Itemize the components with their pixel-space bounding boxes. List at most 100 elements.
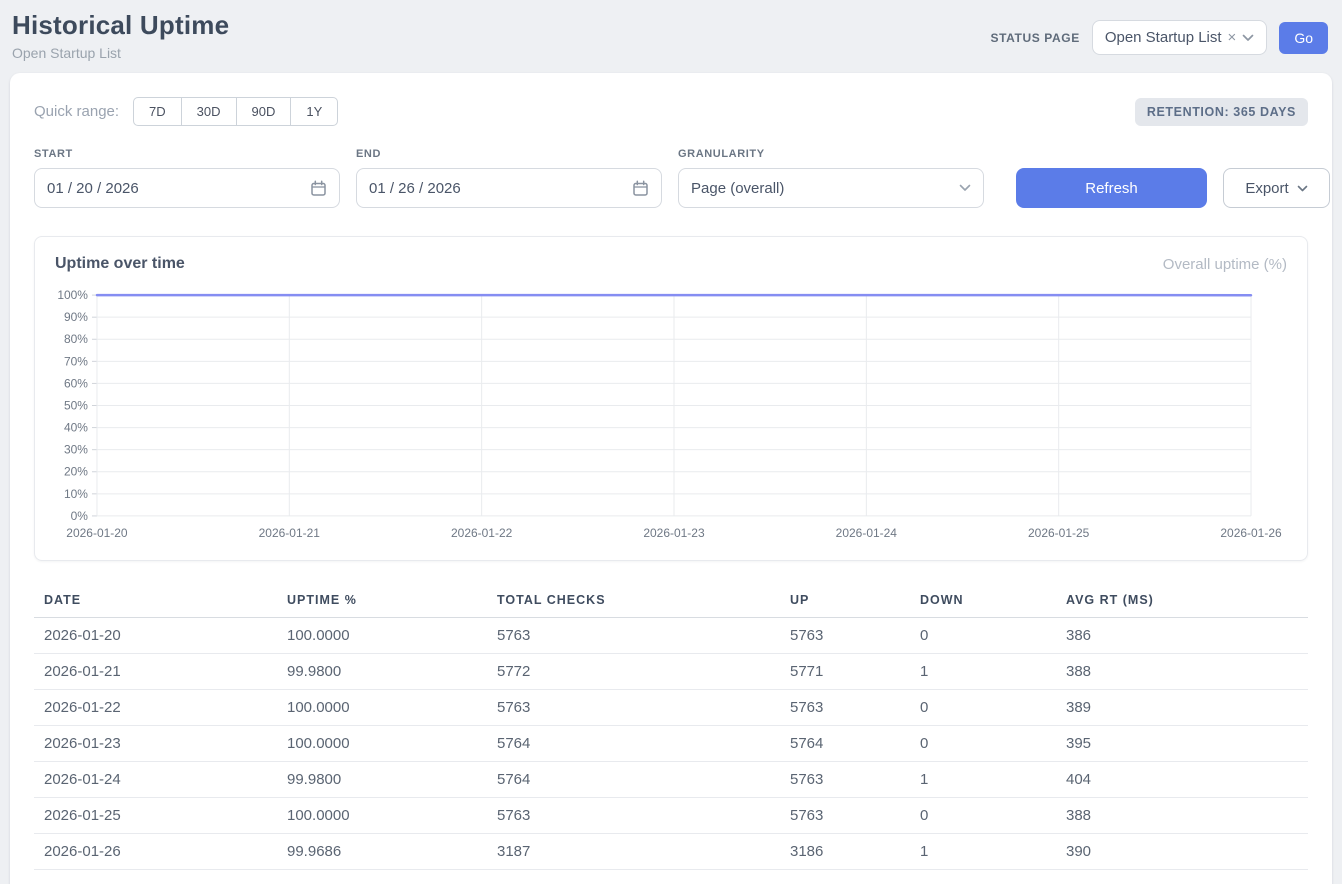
page-title: Historical Uptime [12, 10, 230, 40]
retention-badge: RETENTION: 365 DAYS [1134, 97, 1308, 126]
table-row: 2026-01-22 100.0000 5763 5763 0 389 [34, 689, 1308, 726]
table-row: 2026-01-24 99.9800 5764 5763 1 404 [34, 761, 1308, 798]
table-row: 2026-01-23 100.0000 5764 5764 0 395 [34, 725, 1308, 762]
granularity-field: GRANULARITY Page (overall) [678, 148, 984, 208]
svg-text:2026-01-26: 2026-01-26 [1220, 526, 1282, 540]
svg-text:100%: 100% [57, 288, 88, 302]
column-header-avg-rt-ms: AVG RT (MS) [1056, 585, 1308, 618]
table-cell: 2026-01-23 [34, 725, 277, 762]
table-cell: 5763 [487, 689, 780, 726]
table-cell: 5771 [780, 653, 910, 690]
table-cell: 100.0000 [277, 689, 487, 726]
uptime-table: DATE UPTIME % TOTAL CHECKS UP DOWN AVG RT (MS… [34, 585, 1308, 870]
page-subtitle: Open Startup List [12, 45, 121, 61]
refresh-button[interactable]: Refresh [1016, 168, 1207, 208]
table-cell: 0 [910, 797, 1056, 834]
calendar-icon[interactable] [632, 180, 649, 197]
quick-range-30d-button[interactable]: 30D [180, 97, 237, 126]
uptime-line-chart: 0% 10% 20% 30% 40% 50% 60% 70% 80% 90% 100% 2026-01… [57, 288, 1282, 540]
table-cell: 2026-01-20 [34, 617, 277, 654]
table-header-row: DATE UPTIME % TOTAL CHECKS UP DOWN AVG RT (MS… [34, 585, 1308, 618]
table-row: 2026-01-21 99.9800 5772 5771 1 388 [34, 653, 1308, 690]
clear-selection-icon[interactable]: × [1227, 29, 1237, 46]
table-cell: 1 [910, 653, 1056, 690]
chart-legend: Overall uptime (%) [1162, 255, 1287, 273]
column-header-date: DATE [34, 585, 277, 618]
quick-range-90d-button[interactable]: 90D [235, 97, 292, 126]
granularity-value: Page (overall) [691, 179, 785, 197]
table-cell: 390 [1056, 833, 1308, 870]
svg-text:90%: 90% [64, 310, 88, 324]
table-cell: 3187 [487, 833, 780, 870]
table-cell: 5763 [487, 797, 780, 834]
table-cell: 2026-01-26 [34, 833, 277, 870]
main-card: Quick range: 7D 30D 90D 1Y RETENTION: 365 D… [10, 73, 1332, 884]
column-header-total-checks: TOTAL CHECKS [487, 585, 780, 618]
table-cell: 100.0000 [277, 617, 487, 654]
table-cell: 5763 [780, 797, 910, 834]
table-cell: 100.0000 [277, 797, 487, 834]
svg-text:80%: 80% [64, 332, 88, 346]
calendar-icon[interactable] [310, 180, 327, 197]
start-date-value: 01 / 20 / 2026 [47, 179, 139, 197]
end-date-field: END 01 / 26 / 2026 [356, 148, 662, 208]
svg-text:20%: 20% [64, 465, 88, 479]
table-cell: 1 [910, 833, 1056, 870]
svg-text:2026-01-21: 2026-01-21 [259, 526, 321, 540]
table-cell: 2026-01-21 [34, 653, 277, 690]
table-row: 2026-01-20 100.0000 5763 5763 0 386 [34, 617, 1308, 654]
table-cell: 0 [910, 725, 1056, 762]
svg-text:2026-01-23: 2026-01-23 [643, 526, 705, 540]
end-date-value: 01 / 26 / 2026 [369, 179, 461, 197]
start-date-input[interactable]: 01 / 20 / 2026 [34, 168, 340, 208]
table-cell: 5763 [780, 689, 910, 726]
chart-header: Uptime over time Overall uptime (%) [55, 255, 1287, 273]
svg-text:2026-01-22: 2026-01-22 [451, 526, 513, 540]
quick-range-1y-button[interactable]: 1Y [290, 97, 339, 126]
column-header-uptime: UPTIME % [277, 585, 487, 618]
table-cell: 2026-01-22 [34, 689, 277, 726]
svg-text:2026-01-24: 2026-01-24 [836, 526, 898, 540]
table-cell: 5763 [487, 617, 780, 654]
start-date-field: START 01 / 20 / 2026 [34, 148, 340, 208]
table-cell: 1 [910, 761, 1056, 798]
start-date-label: START [34, 148, 73, 160]
chevron-down-icon [1297, 185, 1308, 192]
topbar-controls: STATUS PAGE Open Startup List × Go [991, 20, 1328, 55]
end-date-input[interactable]: 01 / 26 / 2026 [356, 168, 662, 208]
svg-text:2026-01-20: 2026-01-20 [66, 526, 128, 540]
granularity-label: GRANULARITY [678, 148, 765, 160]
title-block: Historical Uptime Open Startup List [12, 10, 229, 61]
export-label: Export [1245, 179, 1289, 197]
svg-text:30%: 30% [64, 443, 88, 457]
uptime-chart-panel: Uptime over time Overall uptime (%) 0% 10… [34, 236, 1308, 561]
table-cell: 5763 [780, 617, 910, 654]
svg-text:60%: 60% [64, 376, 88, 390]
svg-text:0%: 0% [71, 509, 89, 523]
status-page-value: Open Startup List [1104, 29, 1222, 46]
table-cell: 100.0000 [277, 725, 487, 762]
svg-text:40%: 40% [64, 421, 88, 435]
filters-row: START 01 / 20 / 2026 END 01 / 26 / 2026 … [34, 148, 1330, 208]
granularity-select[interactable]: Page (overall) [678, 168, 984, 208]
chevron-down-icon [1242, 34, 1254, 42]
go-button[interactable]: Go [1279, 21, 1328, 54]
table-cell: 404 [1056, 761, 1308, 798]
status-page-label: STATUS PAGE [990, 30, 1080, 45]
status-page-select[interactable]: Open Startup List × [1091, 20, 1268, 55]
topbar: Historical Uptime Open Startup List STAT… [0, 0, 1342, 71]
table-cell: 99.9800 [277, 761, 487, 798]
table-cell: 5764 [780, 725, 910, 762]
export-button[interactable]: Export [1223, 168, 1330, 208]
table-cell: 5764 [487, 761, 780, 798]
table-cell: 388 [1056, 797, 1308, 834]
column-header-up: UP [780, 585, 910, 618]
table-cell: 389 [1056, 689, 1308, 726]
quick-range-7d-button[interactable]: 7D [133, 97, 182, 126]
svg-text:50%: 50% [64, 399, 88, 413]
end-date-label: END [356, 148, 382, 160]
table-cell: 0 [910, 689, 1056, 726]
table-cell: 0 [910, 617, 1056, 654]
svg-text:2026-01-25: 2026-01-25 [1028, 526, 1090, 540]
table-cell: 395 [1056, 725, 1308, 762]
